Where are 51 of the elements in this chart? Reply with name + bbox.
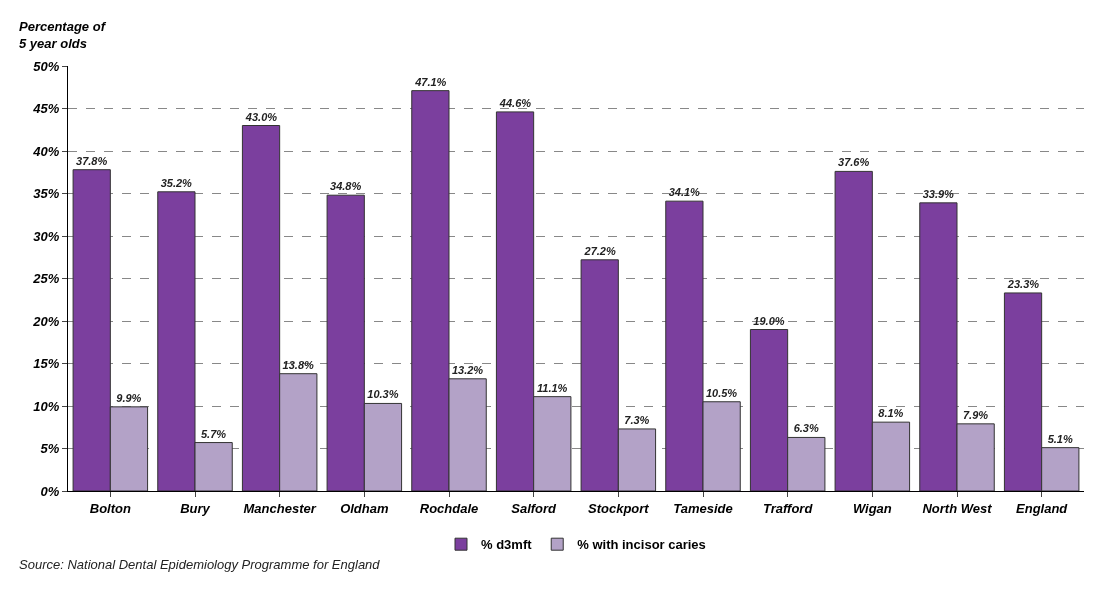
data-label: 8.1% <box>878 407 904 420</box>
data-label: 13.2% <box>451 363 484 376</box>
x-tick-label: Wigan <box>852 500 892 516</box>
x-tick-label: Bolton <box>89 500 131 516</box>
y-axis-title: Percentage of 5 year olds <box>19 19 107 51</box>
data-label: 34.8% <box>330 180 362 193</box>
data-label: 34.1% <box>668 186 701 199</box>
data-label: 35.2% <box>160 176 193 189</box>
data-label: 7.9% <box>962 408 989 421</box>
data-label: 9.9% <box>116 391 142 404</box>
data-label: 7.3% <box>624 413 650 426</box>
data-label: 11.1% <box>537 381 568 394</box>
y-tick-label: 25% <box>32 271 60 287</box>
y-tick-label: 35% <box>33 186 60 202</box>
x-tick-label: Trafford <box>762 500 814 516</box>
y-tick-label: 10% <box>33 398 60 414</box>
x-tick-label: Manchester <box>243 500 317 516</box>
data-label: 23.3% <box>1006 277 1040 290</box>
data-label: 13.8% <box>282 358 314 371</box>
y-tick-label: 0% <box>40 483 60 499</box>
x-tick-label: Oldham <box>340 500 389 516</box>
y-tick-label: 15% <box>33 356 60 372</box>
data-label: 5.7% <box>200 427 227 440</box>
y-tick-label: 20% <box>32 313 60 329</box>
y-tick-label: 5% <box>40 441 60 457</box>
y-tick-label: 45% <box>32 101 60 117</box>
data-label: 10.5% <box>705 386 738 399</box>
data-label: 37.8% <box>76 154 108 167</box>
x-tick-label: Salford <box>511 500 558 516</box>
data-label: 6.3% <box>793 422 819 435</box>
source-note: Source: National Dental Epidemiology Programme for England <box>19 557 381 572</box>
x-tick-label: Tameside <box>673 500 733 516</box>
data-label: 33.9% <box>922 187 955 200</box>
data-label: 10.3% <box>367 388 399 401</box>
data-label: 47.1% <box>414 75 447 88</box>
x-tick-label: England <box>1016 500 1069 516</box>
y-tick-label: 50% <box>33 58 60 74</box>
x-tick-label: Stockport <box>587 500 650 516</box>
data-label: 27.2% <box>583 244 616 257</box>
x-tick-label: North West <box>922 500 993 516</box>
legend-label: % with incisor caries <box>577 537 706 553</box>
data-label: 5.1% <box>1047 432 1073 445</box>
data-label: 44.6% <box>498 96 532 109</box>
y-tick-label: 40% <box>32 143 60 159</box>
x-tick-label: Bury <box>180 500 211 516</box>
y-tick-label: 30% <box>33 228 60 244</box>
legend-label: % d3mft <box>481 537 533 553</box>
data-label: 37.6% <box>838 156 870 169</box>
data-label: 19.0% <box>753 314 785 327</box>
data-label: 43.0% <box>244 110 278 123</box>
x-tick-label: Rochdale <box>419 500 479 516</box>
